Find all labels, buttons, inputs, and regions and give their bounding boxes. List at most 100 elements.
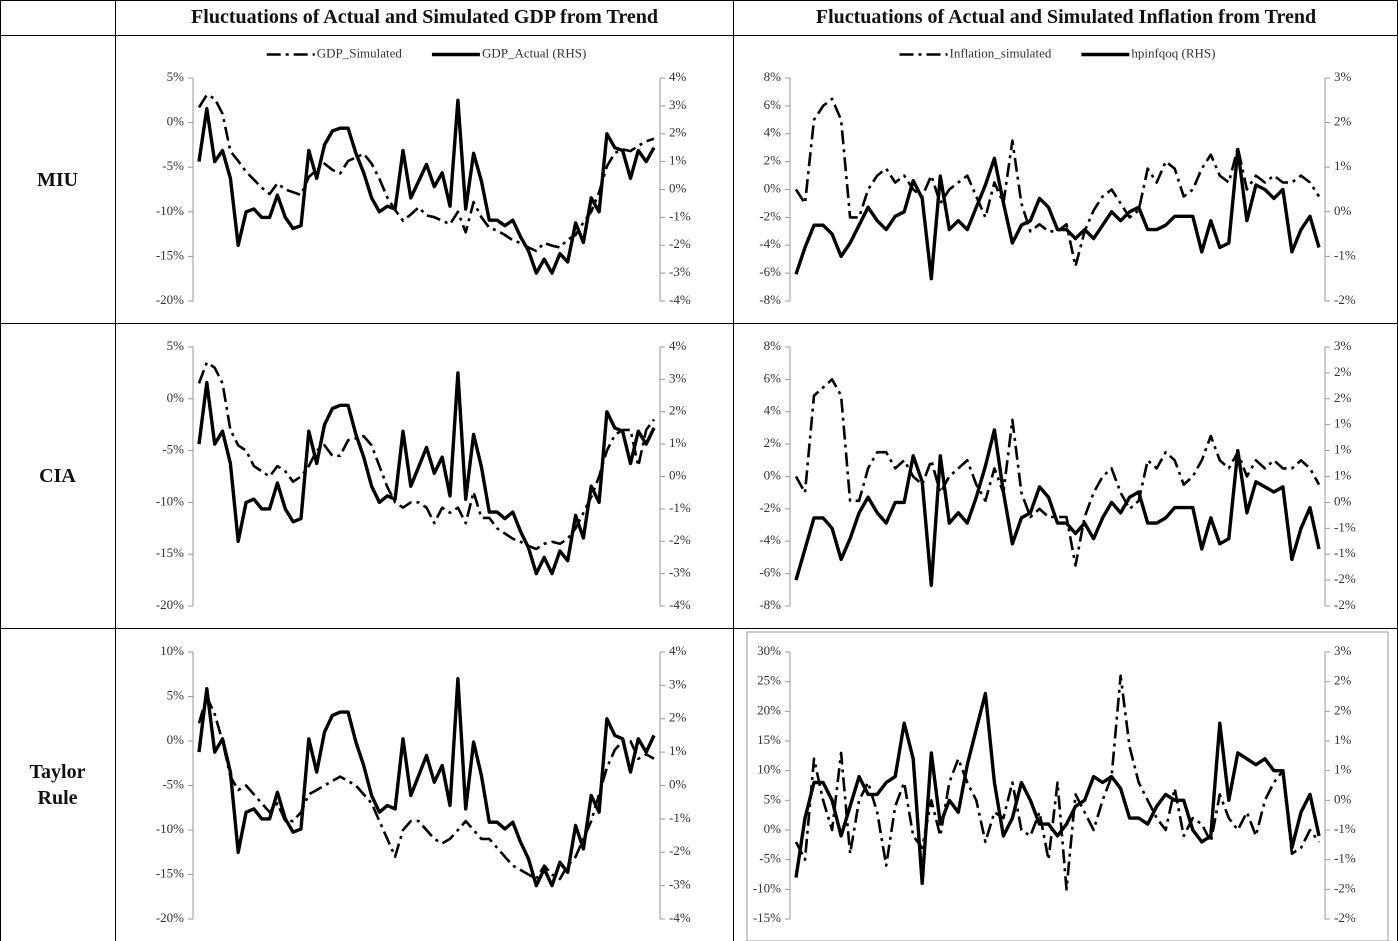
chart: -15% -10% -5% 0% 5% 10% 15% 20% 25% 30% -2% -2% -1% -… bbox=[746, 631, 1389, 941]
y2-tick-label: -2% bbox=[669, 532, 691, 547]
y2-tick-label: -1% bbox=[669, 208, 691, 223]
y-tick-label: 5% bbox=[167, 338, 185, 353]
y-tick-label: -6% bbox=[759, 264, 781, 279]
chart: -20% -15% -10% -5% 0% 5% 10% -4% -3% -2% -1% 0% 1% 2%… bbox=[156, 643, 691, 925]
y-tick-label: 10% bbox=[757, 762, 781, 777]
y-tick-label: 5% bbox=[167, 687, 185, 702]
y-tick-label: -2% bbox=[759, 500, 781, 515]
y2-tick-label: -2% bbox=[1334, 880, 1356, 895]
y-tick-label: 0% bbox=[764, 180, 782, 195]
chart: -8% -6% -4% -2% 0% 2% 4% 6% 8% -2% -1% 0% 1% 2% 3% Infl… bbox=[759, 45, 1356, 307]
y-tick-label: -4% bbox=[759, 236, 781, 251]
y-tick-label: 25% bbox=[757, 673, 781, 688]
y-tick-label: 8% bbox=[764, 69, 782, 84]
y2-tick-label: 2% bbox=[1334, 364, 1352, 379]
y2-tick-label: -2% bbox=[1334, 571, 1356, 586]
y2-tick-label: 1% bbox=[669, 153, 687, 168]
y-tick-label: -15% bbox=[156, 865, 184, 880]
legend-label: Inflation_simulated bbox=[950, 45, 1052, 60]
data-line bbox=[794, 428, 1321, 587]
chart: -20% -15% -10% -5% 0% 5% -4% -3% -2% -1% 0% 1% 2% 3% 4… bbox=[156, 45, 691, 307]
y-tick-label: 15% bbox=[757, 732, 781, 747]
y2-tick-label: -1% bbox=[1334, 247, 1356, 262]
data-line bbox=[794, 378, 1321, 567]
y2-tick-label: 3% bbox=[1334, 338, 1352, 353]
column-header: Fluctuations of Actual and Simulated Inf… bbox=[815, 6, 1317, 28]
y-tick-label: 2% bbox=[764, 435, 782, 450]
row-label: Taylor Rule bbox=[29, 761, 86, 809]
y2-tick-label: 0% bbox=[669, 467, 687, 482]
y2-tick-label: -1% bbox=[1334, 821, 1356, 836]
data-line bbox=[197, 695, 655, 881]
y-tick-label: -10% bbox=[156, 821, 184, 836]
y-tick-label: 8% bbox=[764, 338, 782, 353]
y2-tick-label: 2% bbox=[669, 125, 687, 140]
y2-tick-label: -3% bbox=[669, 565, 691, 580]
y2-tick-label: 2% bbox=[1334, 702, 1352, 717]
y2-tick-label: 0% bbox=[1334, 203, 1352, 218]
data-line bbox=[197, 677, 656, 888]
y2-tick-label: -2% bbox=[669, 236, 691, 251]
y-tick-label: -20% bbox=[156, 292, 184, 307]
y-tick-label: 20% bbox=[757, 702, 781, 717]
y2-tick-label: 2% bbox=[669, 710, 687, 725]
data-line bbox=[197, 371, 656, 576]
y-tick-label: 6% bbox=[764, 370, 782, 385]
y-tick-label: 0% bbox=[167, 390, 185, 405]
y2-tick-label: 3% bbox=[669, 97, 687, 112]
y-tick-label: -4% bbox=[759, 532, 781, 547]
y2-tick-label: 1% bbox=[669, 743, 687, 758]
row-label-cell: MIU bbox=[0, 36, 115, 323]
y2-tick-label: 1% bbox=[1334, 762, 1352, 777]
y-tick-label: -5% bbox=[162, 158, 184, 173]
y-tick-label: -10% bbox=[156, 203, 184, 218]
y2-tick-label: 0% bbox=[669, 180, 687, 195]
y-tick-label: -15% bbox=[156, 247, 184, 262]
y-tick-label: -10% bbox=[156, 493, 184, 508]
y2-tick-label: 2% bbox=[1334, 390, 1352, 405]
y-tick-label: 0% bbox=[167, 732, 185, 747]
y-tick-label: -20% bbox=[156, 910, 184, 925]
y-tick-label: 5% bbox=[167, 69, 185, 84]
y2-tick-label: 0% bbox=[1334, 791, 1352, 806]
y2-tick-label: 0% bbox=[669, 776, 687, 791]
legend: Inflation_simulated hpinfqoq (RHS) bbox=[899, 45, 1215, 60]
y2-tick-label: -2% bbox=[669, 843, 691, 858]
y-tick-label: 0% bbox=[167, 114, 185, 129]
y2-tick-label: 3% bbox=[669, 370, 687, 385]
y-tick-label: -5% bbox=[759, 851, 781, 866]
y2-tick-label: 0% bbox=[1334, 493, 1352, 508]
chart: -8% -6% -4% -2% 0% 2% 4% 6% 8% -2% -2% -1% -1% 0% 1% 1%… bbox=[759, 338, 1356, 612]
y-tick-label: -8% bbox=[759, 292, 781, 307]
y2-tick-label: -1% bbox=[669, 500, 691, 515]
y-tick-label: 2% bbox=[764, 153, 782, 168]
y-tick-label: 5% bbox=[764, 791, 782, 806]
y2-tick-label: 2% bbox=[1334, 673, 1352, 688]
y-tick-label: -6% bbox=[759, 565, 781, 580]
y2-tick-label: 4% bbox=[669, 643, 687, 658]
y-tick-label: -2% bbox=[759, 208, 781, 223]
y-tick-label: 0% bbox=[764, 821, 782, 836]
chart: -20% -15% -10% -5% 0% 5% -4% -3% -2% -1% 0% 1% 2% 3% 4… bbox=[156, 338, 691, 612]
y2-tick-label: -2% bbox=[1334, 292, 1356, 307]
y2-tick-label: -2% bbox=[1334, 597, 1356, 612]
y2-tick-label: 4% bbox=[669, 69, 687, 84]
y-tick-label: -5% bbox=[162, 776, 184, 791]
y2-tick-label: -3% bbox=[669, 264, 691, 279]
data-line bbox=[197, 98, 656, 275]
y-tick-label: 10% bbox=[160, 643, 184, 658]
data-line bbox=[794, 674, 1321, 891]
legend-label: hpinfqoq (RHS) bbox=[1131, 45, 1215, 60]
data-line bbox=[794, 147, 1321, 281]
row-label-cell: CIA bbox=[0, 324, 115, 628]
y-tick-label: 4% bbox=[764, 125, 782, 140]
row-label: MIU bbox=[36, 168, 79, 191]
row-label: CIA bbox=[39, 465, 76, 487]
y2-tick-label: 1% bbox=[1334, 467, 1352, 482]
y2-tick-label: -4% bbox=[669, 597, 691, 612]
y2-tick-label: 1% bbox=[1334, 416, 1352, 431]
y2-tick-label: -4% bbox=[669, 910, 691, 925]
y2-tick-label: -1% bbox=[669, 810, 691, 825]
